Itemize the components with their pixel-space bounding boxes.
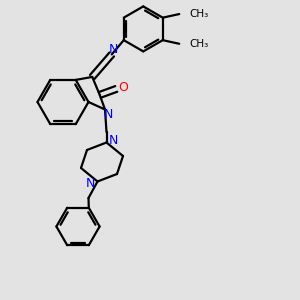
Text: N: N <box>109 43 118 56</box>
Text: CH₃: CH₃ <box>190 9 209 19</box>
Text: O: O <box>118 81 128 94</box>
Text: N: N <box>108 134 118 148</box>
Text: N: N <box>103 107 113 121</box>
Text: CH₃: CH₃ <box>190 39 209 49</box>
Text: N: N <box>86 177 96 190</box>
